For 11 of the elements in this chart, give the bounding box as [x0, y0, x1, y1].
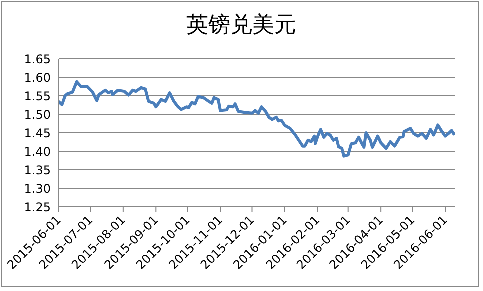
y-tick-label: 1.40 [24, 144, 51, 159]
chart-title: 英镑兑美元 [186, 12, 298, 40]
y-tick-label: 1.55 [24, 89, 51, 104]
y-tick-label: 1.65 [24, 52, 51, 66]
y-tick-label: 1.60 [24, 70, 51, 85]
y-tick-label: 1.30 [24, 182, 51, 196]
y-tick-label: 1.50 [24, 108, 51, 122]
y-tick-label: 1.35 [24, 163, 51, 178]
line-series [59, 80, 455, 158]
y-tick-label: 1.45 [24, 126, 51, 140]
y-tick-label: 1.25 [24, 200, 51, 214]
